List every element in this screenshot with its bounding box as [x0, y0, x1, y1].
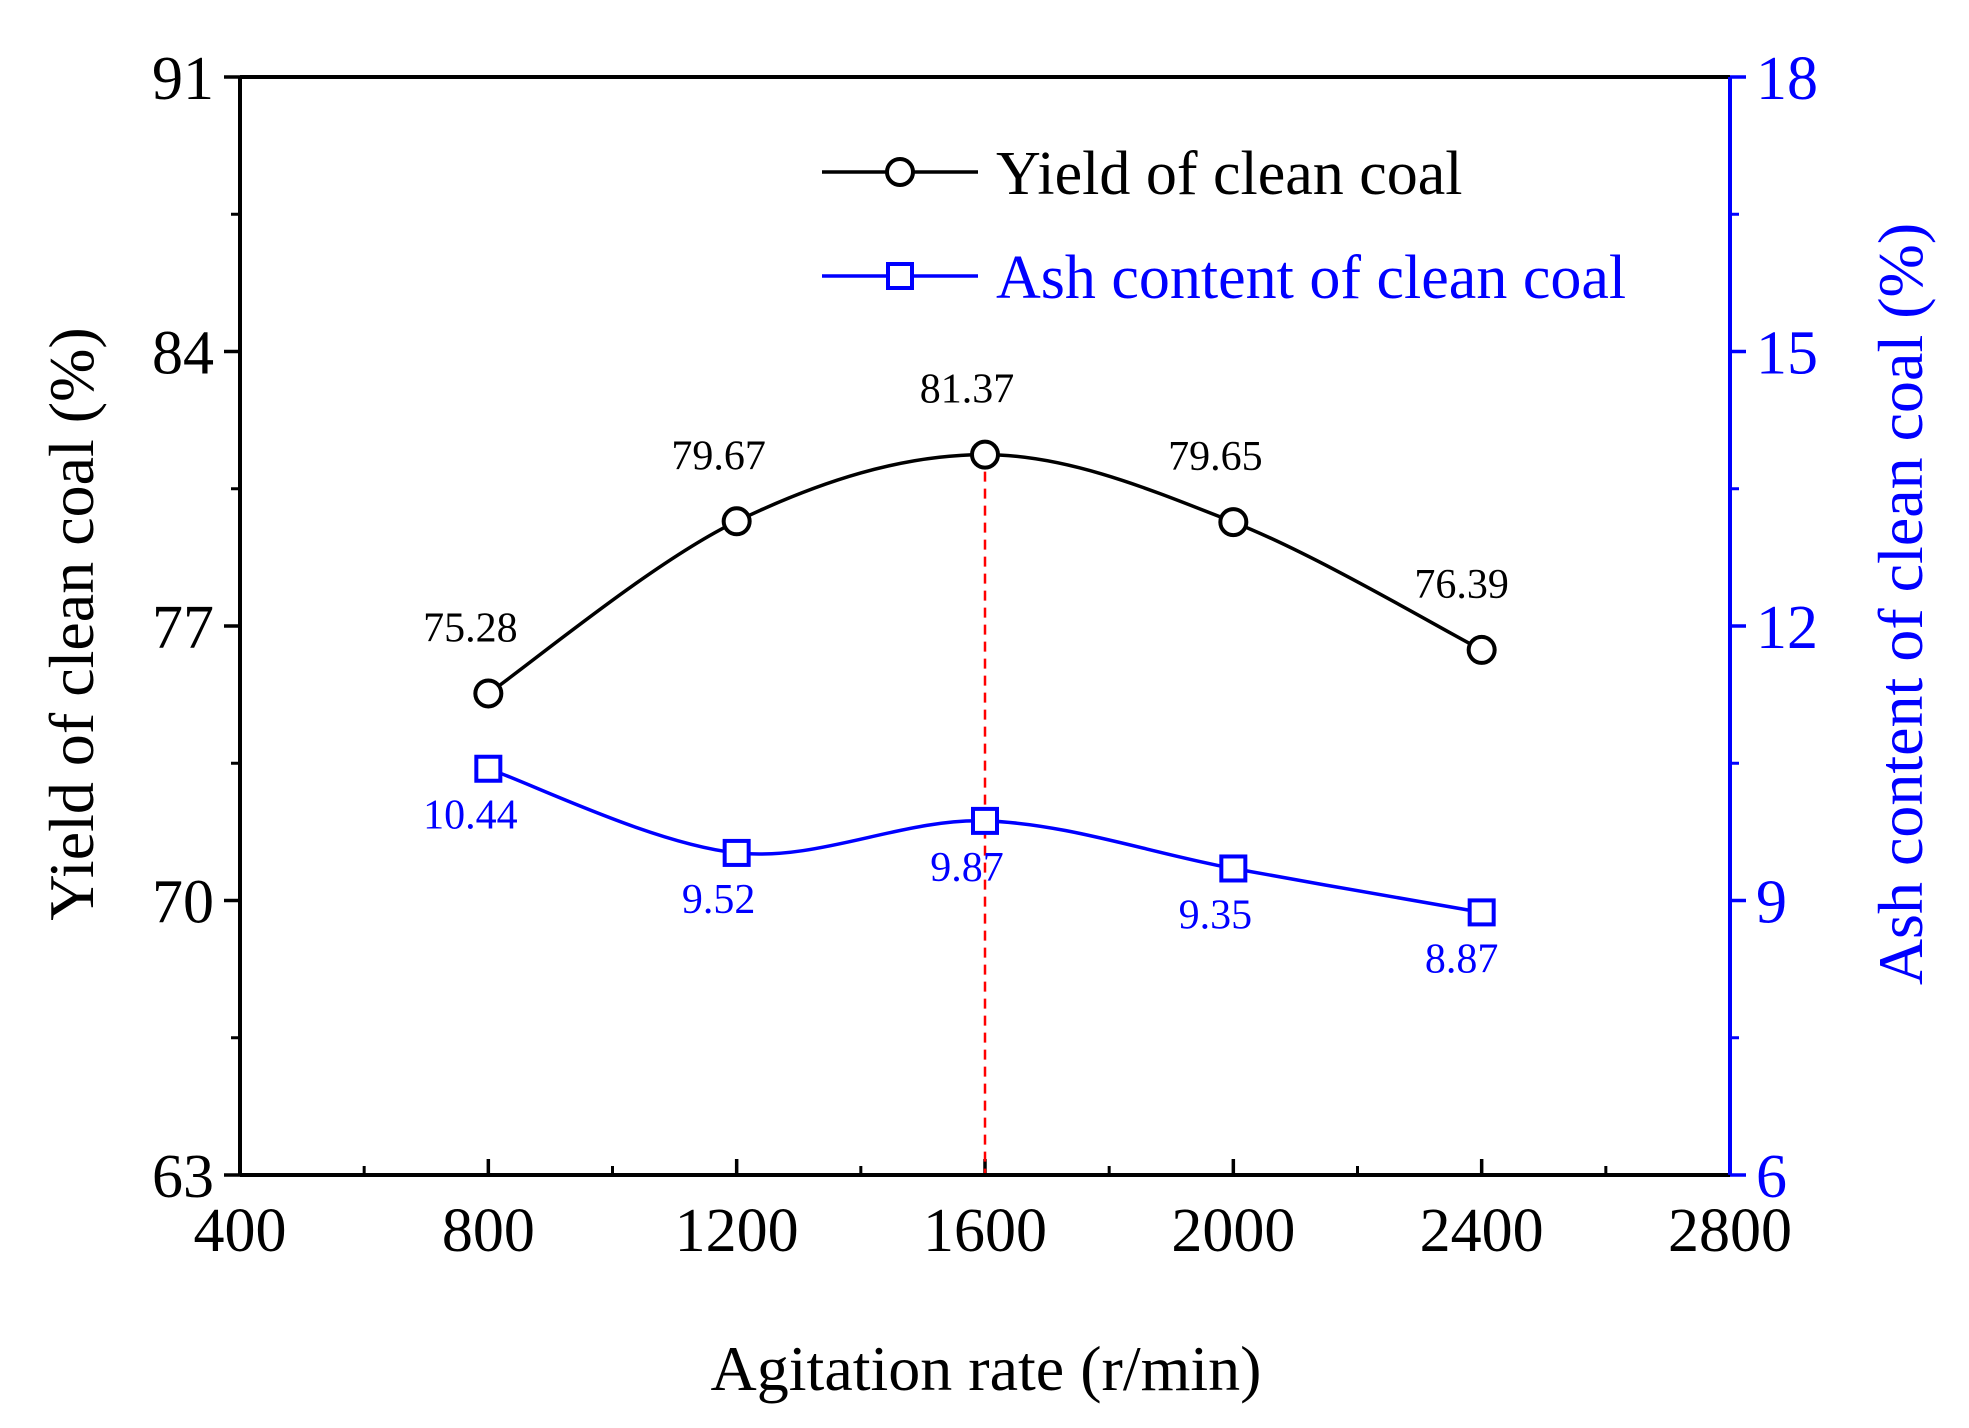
- y-left-tick-label: 77: [152, 594, 214, 662]
- yield-data-label: 81.37: [920, 367, 1015, 413]
- yield-data-label: 79.65: [1168, 434, 1263, 480]
- x-tick-label: 400: [194, 1197, 287, 1265]
- x-tick-label: 800: [442, 1197, 535, 1265]
- ash-point: [474, 754, 503, 783]
- ash-data-label: 8.87: [1425, 936, 1499, 982]
- legend-item-yield: Yield of clean coal: [822, 140, 1463, 208]
- x-tick-label: 2800: [1668, 1197, 1792, 1265]
- ash-data-label: 10.44: [423, 793, 518, 839]
- x-tick-label: 2000: [1171, 1197, 1295, 1265]
- y-axis-right-title: Ash content of clean coal (%): [1865, 223, 1936, 985]
- legend-marker-circle: [885, 157, 915, 187]
- ticks-layer: 400 800 1200 1600 2000 2400 2800 63 70 77 84 91 6 9 12…: [152, 45, 1818, 1265]
- x-axis-title: Agitation rate (r/min): [711, 1333, 1262, 1404]
- series-layer: [473, 439, 1497, 927]
- y-right-tick-label: 6: [1756, 1143, 1787, 1211]
- y-right-tick-label: 18: [1756, 45, 1818, 113]
- y-right-tick-label: 9: [1756, 869, 1787, 937]
- ash-data-label: 9.35: [1179, 892, 1253, 938]
- data-labels: 75.28 79.67 81.37 79.65 76.39 10.44 9.52 9.87 9.…: [423, 367, 1509, 983]
- ash-data-label: 9.52: [682, 877, 756, 923]
- ash-point: [1219, 854, 1248, 883]
- ash-data-label: 9.87: [930, 845, 1004, 891]
- y-right-tick-label: 12: [1756, 594, 1818, 662]
- yield-data-label: 75.28: [423, 605, 518, 651]
- y-axis-left-title: Yield of clean coal (%): [36, 327, 107, 921]
- legend: Yield of clean coal Ash content of clean…: [822, 140, 1626, 312]
- x-tick-label: 1600: [923, 1197, 1047, 1265]
- legend-label-ash: Ash content of clean coal: [996, 244, 1626, 312]
- yield-point: [1218, 507, 1249, 538]
- y-left-tick-label: 63: [152, 1143, 214, 1211]
- y-right-tick-label: 15: [1756, 320, 1818, 388]
- yield-data-label: 79.67: [671, 433, 766, 479]
- x-tick-label: 2400: [1420, 1197, 1544, 1265]
- legend-item-ash: Ash content of clean coal: [822, 244, 1626, 312]
- ash-point: [1467, 898, 1496, 927]
- legend-marker-square: [886, 262, 914, 290]
- yield-data-label: 76.39: [1414, 562, 1509, 608]
- yield-point: [1466, 634, 1497, 665]
- legend-label-yield: Yield of clean coal: [996, 140, 1463, 208]
- yield-point: [473, 678, 504, 709]
- yield-point: [721, 506, 752, 537]
- ash-point: [971, 806, 999, 835]
- yield-point: [970, 439, 1000, 470]
- y-left-tick-label: 70: [152, 869, 214, 937]
- ash-point: [722, 838, 751, 867]
- x-tick-label: 1200: [675, 1197, 799, 1265]
- y-left-tick-label: 91: [152, 45, 214, 113]
- y-left-tick-label: 84: [152, 320, 214, 388]
